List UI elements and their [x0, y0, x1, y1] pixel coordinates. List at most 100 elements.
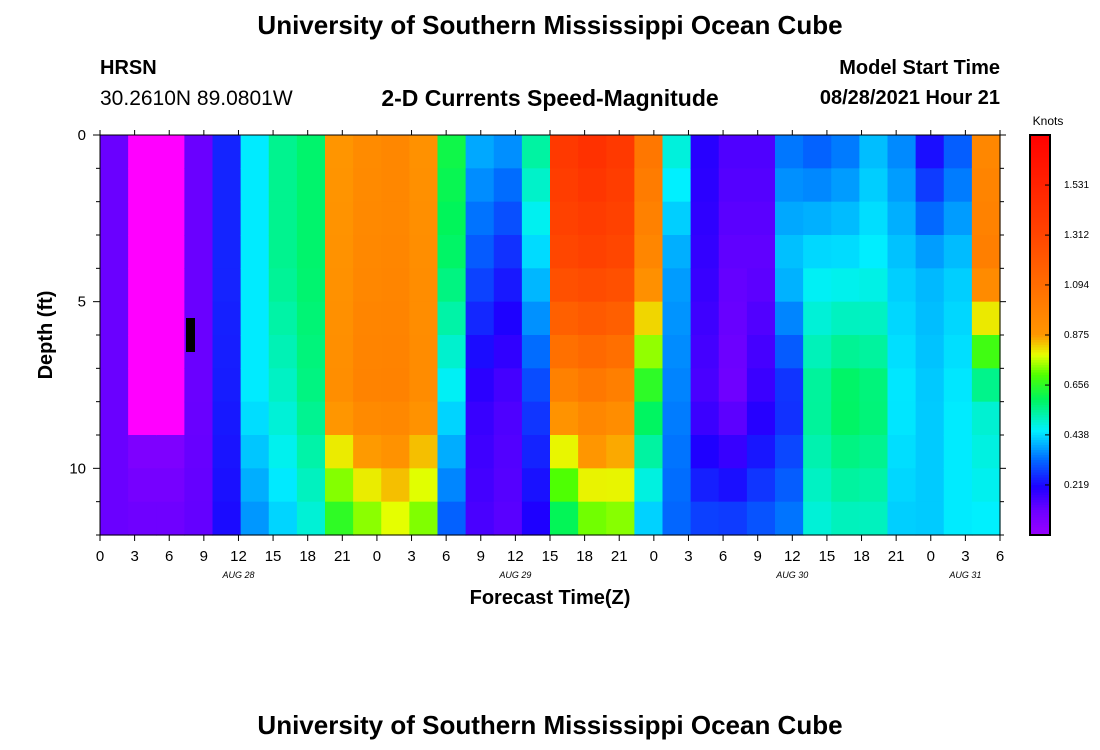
colorbar-swatch [1030, 490, 1050, 493]
colorbar-swatch [1030, 295, 1050, 298]
heatmap-cell [578, 368, 607, 403]
heatmap-cell [156, 335, 185, 369]
colorbar-swatch [1030, 482, 1050, 486]
heatmap-cell [746, 335, 776, 369]
colorbar-tick-label: 1.531 [1064, 180, 1089, 191]
colorbar-swatch [1030, 387, 1050, 391]
colorbar-swatch [1030, 440, 1050, 443]
heatmap-cell [690, 401, 720, 436]
colorbar-swatch [1030, 355, 1050, 358]
heatmap-cell [943, 201, 973, 236]
heatmap-cell [971, 368, 1001, 403]
colorbar-swatch [1030, 310, 1050, 313]
heatmap-cell [521, 368, 551, 403]
heatmap-cell [831, 468, 860, 503]
heatmap-cell [409, 468, 439, 503]
heatmap-cell [803, 401, 832, 436]
colorbar-swatch [1030, 192, 1050, 196]
heatmap-cell [465, 201, 495, 236]
heatmap-cell [775, 168, 804, 203]
heatmap-cell [409, 135, 439, 169]
heatmap-cell [128, 401, 157, 436]
heatmap-cell [437, 201, 467, 236]
heatmap-cell [606, 168, 635, 203]
colorbar-swatch [1030, 360, 1050, 363]
heatmap-cell [212, 235, 242, 269]
heatmap-cell [578, 235, 607, 269]
heatmap-cell [100, 268, 129, 303]
heatmap-cell [437, 135, 467, 169]
heatmap-cell [690, 501, 720, 536]
heatmap-cell [156, 501, 185, 536]
heatmap-cell [578, 168, 607, 203]
heatmap-cell [240, 135, 270, 169]
heatmap-cell [521, 468, 551, 503]
colorbar-units: Knots [1033, 114, 1064, 128]
heatmap-cell [493, 135, 523, 169]
heatmap-cell [831, 201, 860, 236]
colorbar-swatch [1030, 417, 1050, 421]
heatmap-cell [859, 468, 889, 503]
heatmap-cell [184, 235, 214, 269]
heatmap-cell [240, 501, 270, 536]
heatmap-cell [381, 168, 410, 203]
heatmap-cell [662, 168, 692, 203]
heatmap-cell [887, 501, 917, 536]
heatmap-cell [775, 501, 804, 536]
heatmap-cell [943, 168, 973, 203]
heatmap-cell [550, 201, 579, 236]
heatmap-cell [943, 401, 973, 436]
colorbar-swatch [1030, 517, 1050, 521]
heatmap-cell [662, 435, 692, 469]
colorbar-swatch [1030, 442, 1050, 446]
colorbar-swatch [1030, 435, 1050, 438]
heatmap-cell [184, 368, 214, 403]
colorbar-swatch [1030, 312, 1050, 316]
heatmap-cell [325, 501, 354, 536]
heatmap-cell [240, 368, 270, 403]
colorbar-swatch [1030, 145, 1050, 148]
heatmap-cell [240, 301, 270, 336]
heatmap-cell [184, 401, 214, 436]
colorbar-swatch [1030, 365, 1050, 368]
heatmap-cell [915, 435, 945, 469]
colorbar-swatch [1030, 485, 1050, 488]
heatmap-cell [971, 501, 1001, 536]
heatmap-cell [100, 435, 129, 469]
heatmap-cell [493, 235, 523, 269]
heatmap-cell [859, 135, 889, 169]
heatmap-cell [353, 501, 382, 536]
heatmap-cell [240, 201, 270, 236]
heatmap-cell [437, 501, 467, 536]
heatmap-cell [887, 268, 917, 303]
heatmap-cell [718, 268, 748, 303]
heatmap-cell [971, 401, 1001, 436]
heatmap-cell [634, 435, 664, 469]
heatmap-cell [437, 435, 467, 469]
heatmap-cell [887, 135, 917, 169]
heatmap-cell [100, 401, 129, 436]
colorbar-swatch [1030, 530, 1050, 533]
heatmap-cell [606, 368, 635, 403]
heatmap-cell [690, 368, 720, 403]
heatmap-cell [296, 235, 326, 269]
heatmap-cell [662, 335, 692, 369]
colorbar-swatch [1030, 340, 1050, 343]
heatmap-cell [212, 335, 242, 369]
heatmap-cell [550, 435, 579, 469]
colorbar-swatch [1030, 230, 1050, 233]
x-tick-label: 21 [888, 548, 905, 565]
heatmap-cell [718, 468, 748, 503]
heatmap-cell [156, 135, 185, 169]
heatmap-cell [521, 301, 551, 336]
heatmap-cell [915, 335, 945, 369]
heatmap-cell [606, 401, 635, 436]
heatmap-cell [268, 335, 298, 369]
x-day-label: AUG 29 [498, 570, 531, 580]
colorbar-swatch [1030, 500, 1050, 503]
heatmap-cell [690, 435, 720, 469]
colorbar-swatch [1030, 512, 1050, 516]
colorbar-swatch [1030, 367, 1050, 371]
heatmap-cell [353, 401, 382, 436]
heatmap-cell [718, 301, 748, 336]
